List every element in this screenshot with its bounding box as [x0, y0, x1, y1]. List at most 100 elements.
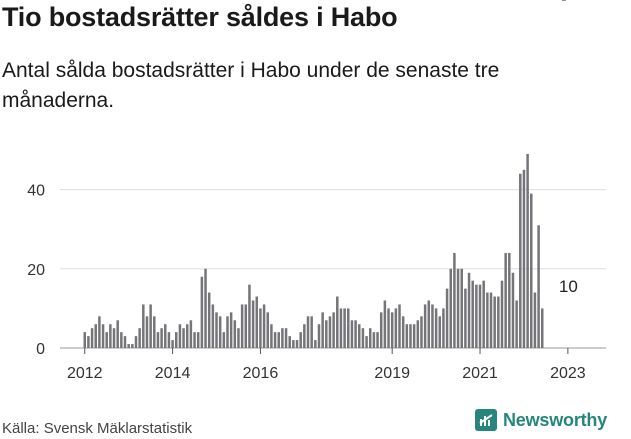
bar — [368, 328, 372, 348]
bar — [467, 272, 471, 348]
bar — [347, 308, 350, 348]
bar — [449, 268, 452, 348]
bar — [215, 312, 218, 348]
bar — [526, 153, 529, 348]
bar — [314, 340, 317, 348]
bar — [350, 320, 354, 348]
bar — [383, 300, 387, 348]
bar — [398, 304, 401, 348]
bar — [142, 304, 145, 348]
bar — [453, 252, 456, 348]
bar — [515, 300, 518, 348]
bar — [332, 312, 335, 348]
bar — [508, 252, 511, 348]
bar — [328, 316, 332, 348]
bar — [486, 292, 489, 348]
bar — [533, 292, 537, 348]
bar — [336, 296, 339, 348]
bar — [288, 336, 291, 348]
bar — [164, 324, 167, 348]
bar — [423, 304, 427, 348]
bar — [522, 169, 526, 348]
bar — [354, 320, 357, 348]
bar — [244, 304, 248, 348]
bar — [123, 336, 127, 348]
bar — [145, 316, 149, 348]
bar — [284, 328, 288, 348]
x-tick-label: 2019 — [374, 365, 410, 382]
bar — [497, 296, 500, 348]
bar — [277, 332, 280, 348]
bar — [175, 332, 178, 348]
bar — [343, 308, 346, 348]
bar — [138, 328, 141, 348]
bar — [420, 316, 423, 348]
bar — [401, 316, 405, 348]
newsworthy-logo-icon — [475, 409, 497, 431]
bar — [321, 312, 324, 348]
bar — [537, 225, 540, 348]
bar — [229, 312, 233, 348]
bar — [196, 332, 200, 348]
newsworthy-brand[interactable]: Newsworthy — [475, 409, 607, 431]
bar — [87, 336, 90, 348]
x-tick-label: 2016 — [243, 365, 279, 382]
bar — [116, 320, 119, 348]
bar — [482, 280, 485, 348]
bar — [460, 268, 463, 348]
bar — [376, 332, 379, 348]
bar — [511, 272, 515, 348]
bar — [456, 268, 460, 348]
bar — [519, 173, 522, 348]
bar — [178, 324, 182, 348]
bar — [438, 316, 442, 348]
bar — [412, 324, 416, 348]
bar — [98, 316, 101, 348]
bar-chart: 0 20 40 2012 2014 2016 2019 2021 2023 10 — [27, 0, 606, 382]
bar — [160, 328, 163, 348]
bar — [149, 304, 152, 348]
bar — [156, 332, 160, 348]
bar — [171, 340, 174, 348]
bar — [266, 312, 269, 348]
bar — [427, 300, 431, 348]
bar — [541, 308, 544, 348]
y-tick-label: 0 — [36, 341, 45, 358]
bar — [255, 296, 259, 348]
bar — [120, 332, 123, 348]
bar — [131, 344, 134, 348]
bar — [109, 324, 112, 348]
bar — [317, 324, 321, 348]
bar — [182, 328, 185, 348]
bar — [405, 324, 409, 348]
bar — [237, 328, 240, 348]
bar — [167, 332, 171, 348]
bar — [387, 308, 390, 348]
bar — [112, 328, 116, 348]
bar — [409, 324, 412, 348]
bar — [442, 308, 445, 348]
bar — [493, 296, 496, 348]
bar — [361, 328, 365, 348]
bar — [211, 304, 215, 348]
bar — [90, 328, 94, 348]
bar — [200, 276, 204, 348]
bar — [292, 340, 295, 348]
bar — [94, 324, 97, 348]
bar — [240, 304, 244, 348]
bar — [207, 292, 211, 348]
bar — [478, 284, 482, 348]
bar — [372, 332, 376, 348]
bar — [390, 312, 394, 348]
x-tick-label: 2014 — [155, 365, 191, 382]
bar — [134, 336, 138, 348]
bar — [295, 340, 299, 348]
bar — [193, 332, 196, 348]
bar — [233, 320, 237, 348]
bar — [226, 316, 229, 348]
bar — [127, 344, 130, 348]
bar — [303, 324, 306, 348]
chart-title: Tio bostadsrätter såldes i Habo — [2, 2, 398, 32]
bar — [299, 332, 302, 348]
bar — [189, 320, 193, 348]
